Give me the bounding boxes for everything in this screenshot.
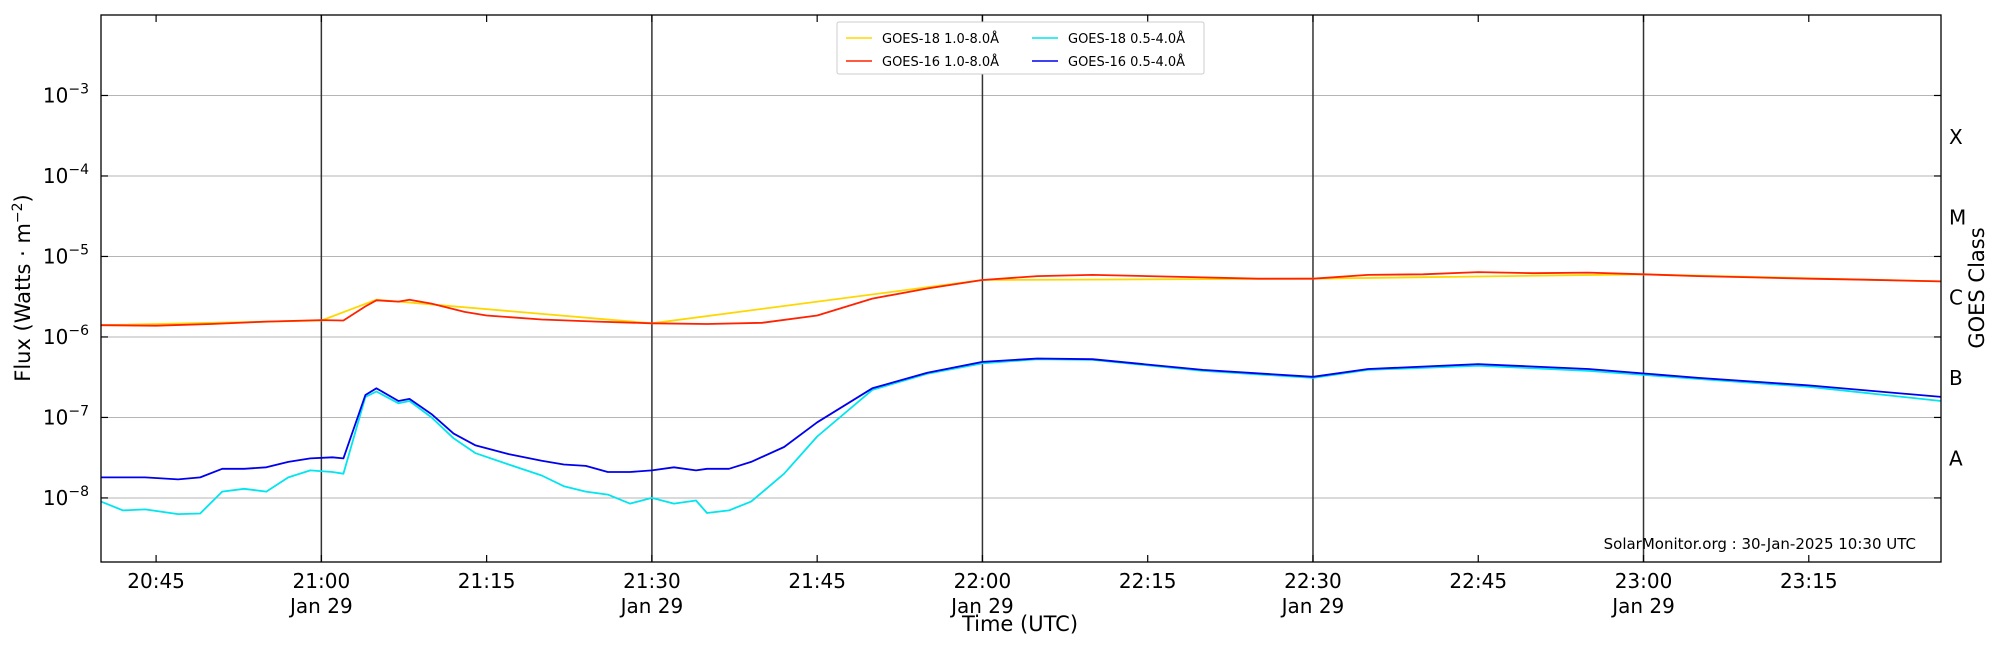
x-axis-title: Time (UTC) — [961, 612, 1078, 636]
x-tick-label: 22:45 — [1449, 569, 1507, 593]
series-line-3 — [101, 357, 1942, 481]
legend-label: GOES-18 1.0-8.0Å — [882, 31, 999, 47]
y-tick-label: 10−5 — [43, 242, 89, 268]
plot-frame — [100, 14, 1942, 563]
x-tick-label: 21:15 — [458, 569, 516, 593]
plot-background — [101, 15, 1941, 562]
x-tick-date-label: Jan 29 — [619, 594, 684, 618]
legend-box — [836, 21, 1205, 75]
series-line-0 — [100, 273, 1942, 327]
goes-class-label: A — [1949, 447, 1963, 471]
x-tick-label: 22:00 — [954, 569, 1012, 593]
y-tick-label: 10−6 — [43, 323, 89, 349]
y-axis-title: Flux (Watts · m−2) — [10, 194, 35, 382]
legend-label: GOES-16 0.5-4.0Å — [1068, 54, 1185, 70]
y-axis-title-exponent: −2 — [10, 202, 26, 223]
x-tick-label: 23:00 — [1615, 569, 1673, 593]
series-line-1 — [100, 271, 1942, 327]
x-tick-label: 21:30 — [623, 569, 681, 593]
x-tick-label: 20:45 — [127, 569, 185, 593]
goes-class-label: M — [1949, 205, 1966, 229]
goes-class-label: X — [1949, 125, 1963, 149]
x-tick-date-label: Jan 29 — [1610, 594, 1675, 618]
y-tick-label: 10−8 — [43, 484, 89, 510]
y-tick-label: 10−7 — [43, 403, 89, 429]
legend: GOES-18 1.0-8.0Å GOES-18 0.5-4.0Å GOES-16 … — [836, 21, 1205, 75]
goes-class-label: C — [1949, 286, 1963, 310]
x-tick-label: 21:00 — [293, 569, 351, 593]
x-tick-label: 22:15 — [1119, 569, 1177, 593]
x-tick-label: 22:30 — [1284, 569, 1342, 593]
x-tick-date-label: Jan 29 — [288, 594, 353, 618]
svg-text:Flux (Watts · m−2): Flux (Watts · m−2) — [10, 194, 35, 382]
x-tick-label: 21:45 — [788, 569, 846, 593]
x-tick-label: 23:15 — [1780, 569, 1838, 593]
y-tick-label: 10−4 — [43, 162, 89, 188]
y-axis-title-end: ) — [11, 194, 35, 202]
legend-label: GOES-16 1.0-8.0Å — [882, 54, 999, 70]
svg-text:GOES Class: GOES Class — [1965, 227, 1989, 348]
goes-class-title: GOES Class — [1965, 227, 1989, 348]
goes-class-label: B — [1949, 366, 1963, 390]
y-axis-title-main: Flux (Watts · m — [11, 223, 35, 382]
y-tick-label: 10−3 — [43, 81, 89, 107]
legend-label: GOES-18 0.5-4.0Å — [1068, 31, 1185, 47]
x-tick-date-label: Jan 29 — [949, 594, 1014, 618]
x-tick-date-label: Jan 29 — [1280, 594, 1345, 618]
credit-text: SolarMonitor.org : 30-Jan-2025 10:30 UTC — [1604, 535, 1916, 553]
